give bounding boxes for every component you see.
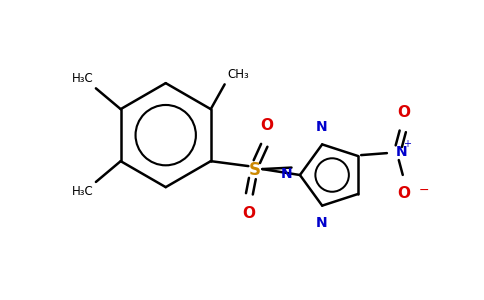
Text: H₃C: H₃C xyxy=(72,185,93,198)
Text: N: N xyxy=(396,145,408,159)
Text: H₃C: H₃C xyxy=(72,72,93,86)
Text: +: + xyxy=(403,139,411,149)
Text: CH₃: CH₃ xyxy=(227,68,249,81)
Text: N: N xyxy=(316,121,327,134)
Text: −: − xyxy=(419,184,429,197)
Text: N: N xyxy=(316,215,327,230)
Text: O: O xyxy=(397,186,410,201)
Text: O: O xyxy=(242,206,255,221)
Text: S: S xyxy=(248,161,260,179)
Text: N: N xyxy=(280,167,292,181)
Text: O: O xyxy=(260,118,273,133)
Text: O: O xyxy=(397,105,410,120)
